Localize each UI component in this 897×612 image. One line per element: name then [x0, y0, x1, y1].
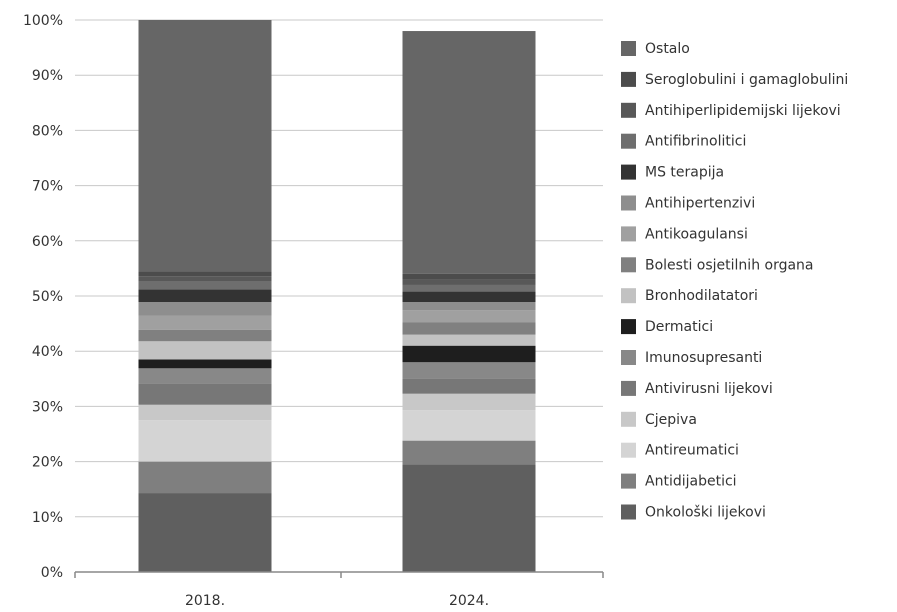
legend-swatch — [621, 164, 636, 180]
legend-swatch — [621, 288, 636, 304]
legend-swatch — [621, 350, 636, 365]
legend-label: Imunosupresanti — [645, 350, 762, 366]
bar-segment — [138, 493, 272, 572]
bar-segment — [138, 271, 272, 277]
bar-segment — [138, 276, 272, 282]
legend-label: Antihipertenzivi — [645, 196, 755, 212]
x-axis: 2018. 2024. — [74, 571, 604, 609]
x-tick-label: 2018. — [185, 593, 225, 609]
legend-label: Antivirusni lijekovi — [645, 381, 773, 397]
bar-segment — [138, 461, 272, 494]
bar-segment — [138, 383, 272, 405]
y-tick-label: 0% — [41, 565, 63, 581]
bar-segment — [402, 279, 536, 285]
bar-segment — [138, 329, 272, 342]
legend-swatch — [621, 226, 636, 242]
bar-segment — [402, 345, 536, 363]
bar-segment — [402, 310, 536, 323]
legend-label: Cjepiva — [645, 412, 697, 428]
bar-segment — [402, 31, 536, 274]
bar-segment — [402, 362, 536, 379]
legend-swatch — [621, 102, 636, 118]
y-tick-label: 40% — [32, 344, 63, 360]
bar-segment — [402, 393, 536, 411]
bar-segment — [138, 281, 272, 290]
legend-swatch — [621, 473, 636, 489]
y-tick-label: 70% — [32, 179, 63, 195]
bar-segment — [138, 289, 272, 303]
bar-segment — [402, 440, 536, 465]
legend-label: Antireumatici — [645, 443, 739, 459]
bar-segment — [138, 420, 272, 462]
y-tick-label: 10% — [32, 510, 63, 526]
bar-segment — [402, 273, 536, 280]
y-tick-label: 100% — [23, 13, 63, 29]
legend-swatch — [621, 195, 636, 211]
bar-segment — [402, 284, 536, 292]
y-axis-ticks: 0% 10% 20% 30% 40% 50% 60% 70% 80% 90% 100% — [23, 13, 63, 581]
legend-swatch — [621, 380, 636, 396]
bar-segment — [138, 302, 272, 316]
bar-segment — [402, 464, 536, 572]
legend-swatch — [621, 319, 636, 335]
legend-swatch — [621, 41, 636, 56]
bar-segment — [138, 404, 272, 421]
legend-label: Antikoagulansi — [645, 226, 748, 242]
y-tick-label: 60% — [32, 234, 63, 250]
bar-segment — [402, 291, 536, 303]
bar-segment — [402, 302, 536, 311]
legend-swatch — [621, 133, 636, 149]
x-tick-label: 2024. — [449, 593, 489, 609]
y-tick-label: 20% — [32, 455, 63, 471]
y-tick-label: 50% — [32, 289, 63, 305]
y-tick-label: 90% — [32, 68, 63, 84]
y-tick-label: 80% — [32, 123, 63, 139]
legend-swatch — [621, 411, 636, 427]
bar-segment — [138, 368, 272, 384]
bar-segment — [138, 359, 272, 369]
bar-segment — [402, 378, 536, 394]
bar-segment — [138, 315, 272, 330]
bar-segment — [402, 322, 536, 335]
legend-label: Ostalo — [645, 41, 690, 57]
bar-segment — [402, 334, 536, 346]
legend-swatch — [621, 257, 636, 273]
y-tick-label: 30% — [32, 399, 63, 415]
legend-label: Bronhodilatatori — [645, 288, 758, 304]
legend-label: Antifibrinolitici — [645, 134, 746, 150]
bar-segment — [138, 20, 272, 272]
legend-label: Onkološki lijekovi — [645, 505, 766, 521]
bar-segment — [402, 410, 536, 441]
legend-label: Bolesti osjetilnih organa — [645, 257, 814, 273]
legend-label: Dermatici — [645, 319, 713, 335]
bars — [138, 20, 536, 572]
legend: Ostalo Seroglobulini i gamaglobulini Antih… — [621, 41, 848, 521]
legend-label: Antihiperlipidemijski lijekovi — [645, 103, 841, 119]
legend-label: Antidijabetici — [645, 474, 737, 490]
legend-swatch — [621, 71, 636, 87]
legend-label: MS terapija — [645, 165, 724, 181]
legend-swatch — [621, 442, 636, 458]
legend-label: Seroglobulini i gamaglobulini — [645, 72, 848, 88]
legend-swatch — [621, 504, 636, 520]
bar-segment — [138, 341, 272, 360]
